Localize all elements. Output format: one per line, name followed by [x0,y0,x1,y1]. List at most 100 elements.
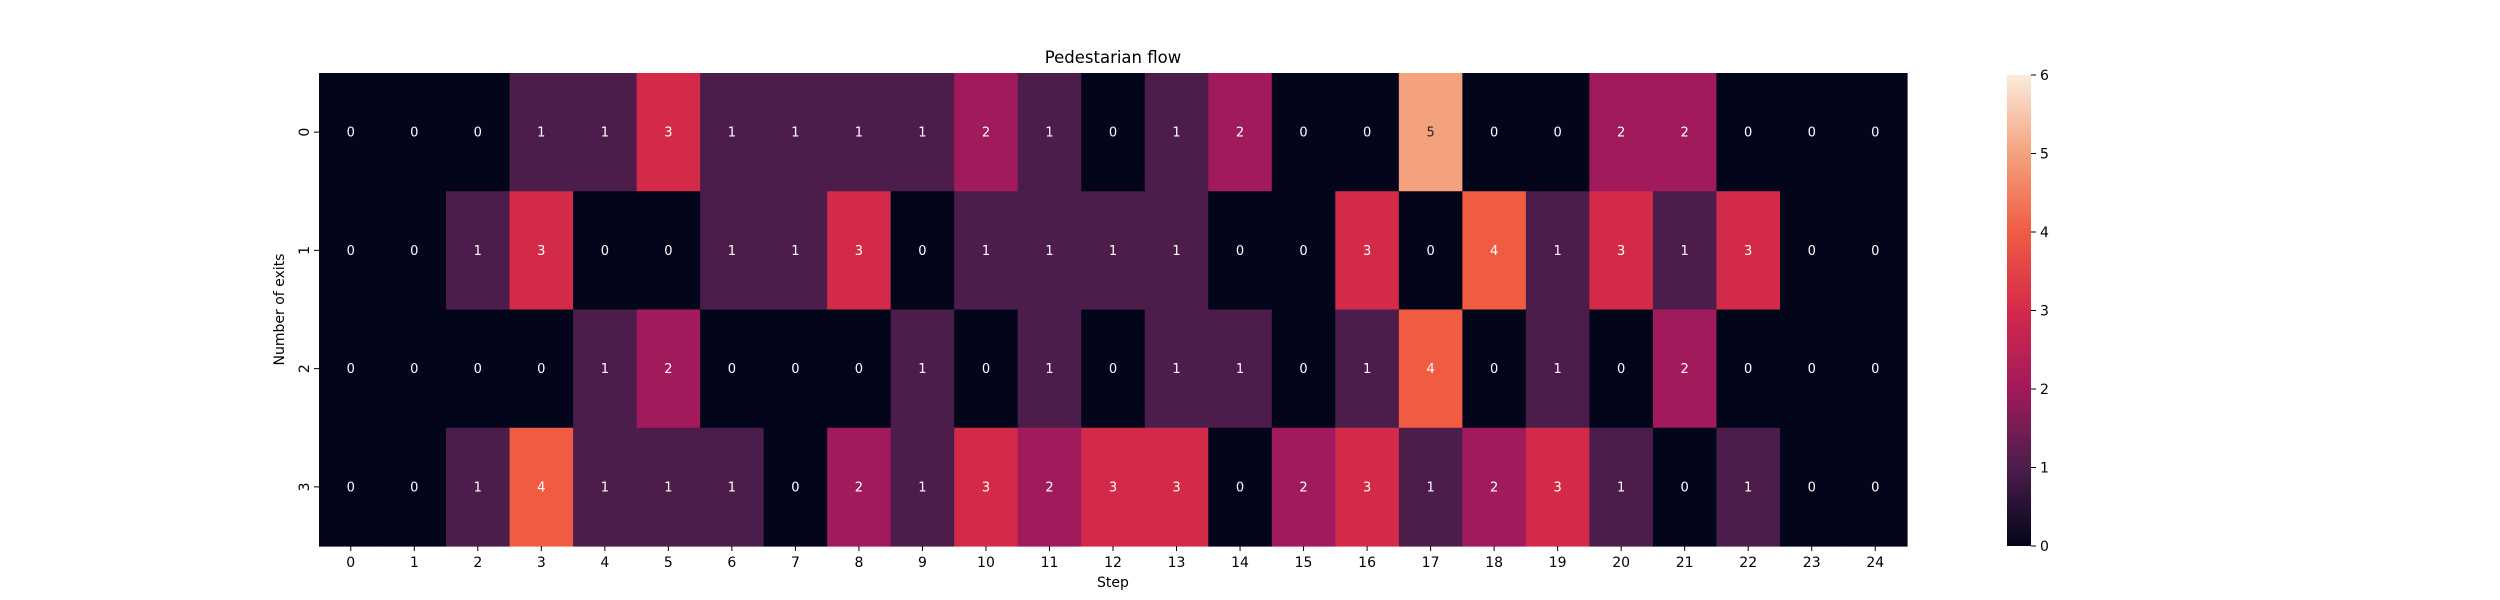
heatmap-cell [573,191,638,311]
cell-value-label: 2 [982,126,990,141]
cell-value-label: 0 [410,362,418,377]
cell-value-label: 4 [1426,362,1434,377]
heatmap-cell [1144,73,1209,192]
cell-value-label: 0 [1871,480,1879,495]
heatmap-cell [1271,73,1336,192]
cell-value-label: 1 [1172,244,1180,259]
heatmap-cell [1462,191,1527,311]
heatmap-cell [827,427,892,547]
x-tick-label: 8 [854,555,863,571]
colorbar-tick-label: 1 [2040,461,2049,477]
cell-value-label: 2 [1681,362,1689,377]
colorbar-tick-label: 0 [2040,539,2049,555]
heatmap-cell [1271,427,1336,547]
heatmap-cell [382,73,447,192]
cell-value-label: 0 [1871,362,1879,377]
cell-value-label: 0 [1299,244,1307,259]
heatmap-cell [1525,309,1590,429]
cell-value-label: 1 [1426,480,1434,495]
cell-value-label: 3 [1553,480,1561,495]
x-tick-label: 23 [1803,555,1821,571]
cell-value-label: 0 [1871,244,1879,259]
cell-value-label: 3 [1363,244,1371,259]
cell-value-label: 2 [855,480,863,495]
heatmap-cell [1843,427,1908,547]
cell-value-label: 0 [1299,362,1307,377]
cell-value-label: 3 [664,126,672,141]
cell-value-label: 1 [474,244,482,259]
cell-value-label: 1 [664,480,672,495]
cell-value-label: 1 [1172,126,1180,141]
cell-value-label: 0 [1617,362,1625,377]
heatmap-cell [827,73,892,192]
heatmap-cell [890,73,955,192]
cell-value-label: 0 [474,362,482,377]
cell-value-label: 0 [1553,126,1561,141]
heatmap-cell [1017,73,1082,192]
cell-value-label: 0 [1744,126,1752,141]
cell-value-label: 1 [855,126,863,141]
cell-value-label: 0 [855,362,863,377]
cell-value-label: 2 [664,362,672,377]
heatmap-cell [1081,309,1146,429]
x-tick-label: 2 [473,555,482,571]
heatmap-cell [1843,309,1908,429]
heatmap-cell [573,73,638,192]
cell-value-label: 1 [918,480,926,495]
cell-value-label: 1 [918,126,926,141]
cell-value-label: 1 [1681,244,1689,259]
y-tick-label: 2 [297,364,313,373]
cell-value-label: 0 [1363,126,1371,141]
cell-value-label: 0 [474,126,482,141]
cell-value-label: 0 [1808,480,1816,495]
heatmap-cell [319,309,384,429]
x-tick-label: 20 [1612,555,1630,571]
cell-value-label: 3 [1617,244,1625,259]
heatmap-cell [763,73,828,192]
heatmap-cell [1525,427,1590,547]
heatmap-cell [1208,309,1273,429]
cell-value-label: 1 [601,480,609,495]
cell-value-label: 1 [728,480,736,495]
x-tick-label: 9 [918,555,927,571]
y-tick-label: 0 [297,128,313,137]
heatmap-cell [509,191,574,311]
x-tick-label: 11 [1041,555,1059,571]
heatmap-cell [509,309,574,429]
cell-value-label: 0 [791,362,799,377]
cell-value-label: 1 [1617,480,1625,495]
heatmap-cell [446,73,511,192]
cell-value-label: 2 [1490,480,1498,495]
heatmap-cell [636,427,701,547]
x-tick-label: 12 [1104,555,1122,571]
cell-value-label: 1 [918,362,926,377]
cell-value-label: 0 [728,362,736,377]
heatmap-cell [954,427,1019,547]
heatmap-cell [763,309,828,429]
heatmap-cell [1335,191,1400,311]
cell-value-label: 1 [1553,362,1561,377]
x-tick-label: 19 [1549,555,1567,571]
cell-value-label: 0 [410,244,418,259]
cell-value-label: 0 [347,126,355,141]
cell-value-label: 0 [1808,362,1816,377]
cell-value-label: 0 [1236,480,1244,495]
heatmap-cell [1652,191,1718,311]
cell-value-label: 3 [1172,480,1180,495]
heatmap-cell [1779,191,1845,311]
colorbar: 0 1 2 3 4 5 6 [2007,68,2049,555]
heatmap-cell [1843,191,1908,311]
x-tick-label: 1 [410,555,419,571]
cell-value-label: 0 [1808,126,1816,141]
x-tick-label: 16 [1358,555,1376,571]
cell-value-label: 5 [1426,126,1434,141]
cell-value-label: 0 [791,480,799,495]
heatmap-cell [1652,309,1718,429]
cell-value-label: 0 [1109,362,1117,377]
heatmap-cell [319,73,384,192]
y-tick-label: 3 [297,482,313,491]
heatmap-cell-labels: 0 0 0 1 1 3 1 1 1 1 2 1 0 1 2 0 0 5 0 0 2 2 0 0 0 0 0 1 3 0 0 1 1 3 0 1 1 1 1 0… [347,126,1880,496]
heatmap-cell [1779,73,1845,192]
colorbar-tick-label: 5 [2040,147,2049,163]
heatmap-cell [382,191,447,311]
